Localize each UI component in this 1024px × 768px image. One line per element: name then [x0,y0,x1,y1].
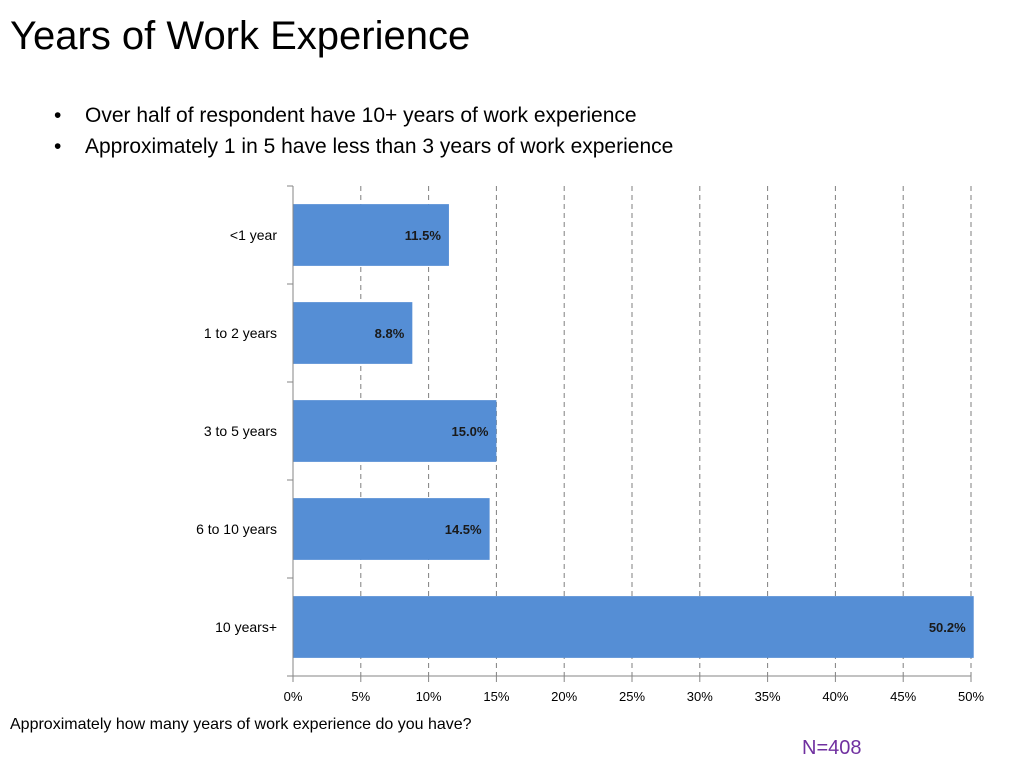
data-label: 11.5% [405,228,442,243]
x-tick-label: 25% [619,689,645,704]
slide-title: Years of Work Experience [10,14,471,58]
x-tick-label: 50% [958,689,984,704]
x-tick-label: 10% [416,689,442,704]
bar [293,400,497,462]
x-tick-label: 45% [890,689,916,704]
x-tick-label: 5% [351,689,370,704]
data-label: 15.0% [452,424,489,439]
data-label: 8.8% [375,326,405,341]
bullet-item: Over half of respondent have 10+ years o… [50,100,673,131]
x-tick-label: 15% [483,689,509,704]
category-label: 3 to 5 years [204,423,277,439]
bar [293,204,449,266]
category-label: 10 years+ [215,619,277,635]
category-label: 6 to 10 years [196,521,277,537]
sample-size: N=408 [802,737,862,759]
category-label: <1 year [230,227,277,243]
x-tick-label: 0% [284,689,303,704]
bullet-item: Approximately 1 in 5 have less than 3 ye… [50,131,673,162]
gridlines [360,186,972,676]
x-tick-label: 20% [551,689,577,704]
bar [293,498,490,560]
summary-bullets: Over half of respondent have 10+ years o… [50,100,673,162]
bar [293,302,413,364]
survey-question: Approximately how many years of work exp… [10,716,472,733]
axes [287,185,972,682]
x-tick-label: 30% [687,689,713,704]
category-label: 1 to 2 years [204,325,277,341]
x-tick-label: 40% [822,689,848,704]
bars [293,204,974,658]
data-label: 14.5% [445,522,482,537]
bar [293,596,974,658]
data-label: 50.2% [929,620,966,635]
labels: 0% 5% 10% 15% 20% 25% 30% 35% 40% 45% 50% <1 year 11… [196,227,984,704]
x-tick-label: 35% [755,689,781,704]
